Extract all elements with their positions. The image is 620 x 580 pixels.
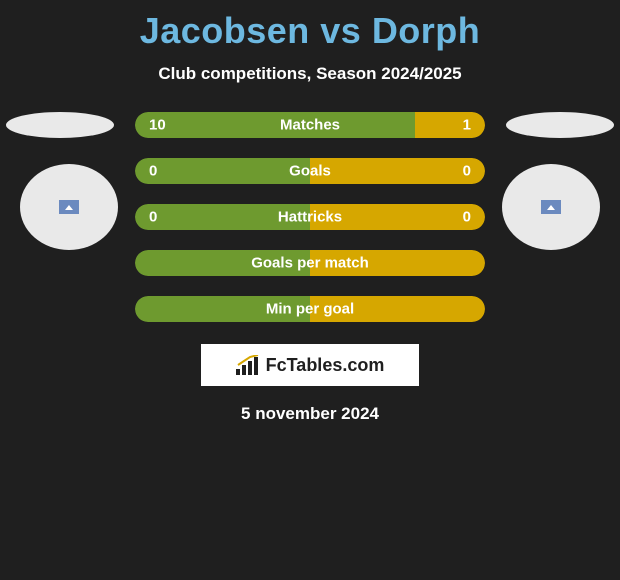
bar-center-label: Goals [289,163,331,180]
stat-bars: 10 1 Matches 0 0 Goals 0 0 Hattricks Goals per ma… [135,112,485,322]
player-left-oval [6,112,114,138]
bar-left-value: 0 [149,209,157,226]
snapshot-date: 5 november 2024 [0,404,620,424]
bar-right-value: 0 [463,163,471,180]
logo-text: FcTables.com [266,355,385,376]
player-left-avatar [20,164,118,250]
bar-right-fill [310,158,485,184]
bar-right-fill [415,112,485,138]
image-placeholder-icon [59,200,79,214]
bar-right-value: 0 [463,209,471,226]
page-title: Jacobsen vs Dorph [0,0,620,52]
bar-left-value: 0 [149,163,157,180]
page-subtitle: Club competitions, Season 2024/2025 [0,64,620,84]
bar-left-fill [135,112,415,138]
bar-center-label: Min per goal [266,301,354,318]
stat-bar-matches: 10 1 Matches [135,112,485,138]
player-right-avatar [502,164,600,250]
stat-bar-hattricks: 0 0 Hattricks [135,204,485,230]
bar-left-fill [135,158,310,184]
comparison-panel: 10 1 Matches 0 0 Goals 0 0 Hattricks Goals per ma… [0,112,620,424]
image-placeholder-icon [541,200,561,214]
bar-center-label: Goals per match [251,255,369,272]
bar-center-label: Hattricks [278,209,342,226]
player-right-oval [506,112,614,138]
bar-center-label: Matches [280,117,340,134]
stat-bar-goals: 0 0 Goals [135,158,485,184]
chart-icon [236,355,260,375]
source-logo: FcTables.com [201,344,419,386]
bar-right-value: 1 [463,117,471,134]
stat-bar-goals-per-match: Goals per match [135,250,485,276]
bar-left-value: 10 [149,117,166,134]
stat-bar-min-per-goal: Min per goal [135,296,485,322]
